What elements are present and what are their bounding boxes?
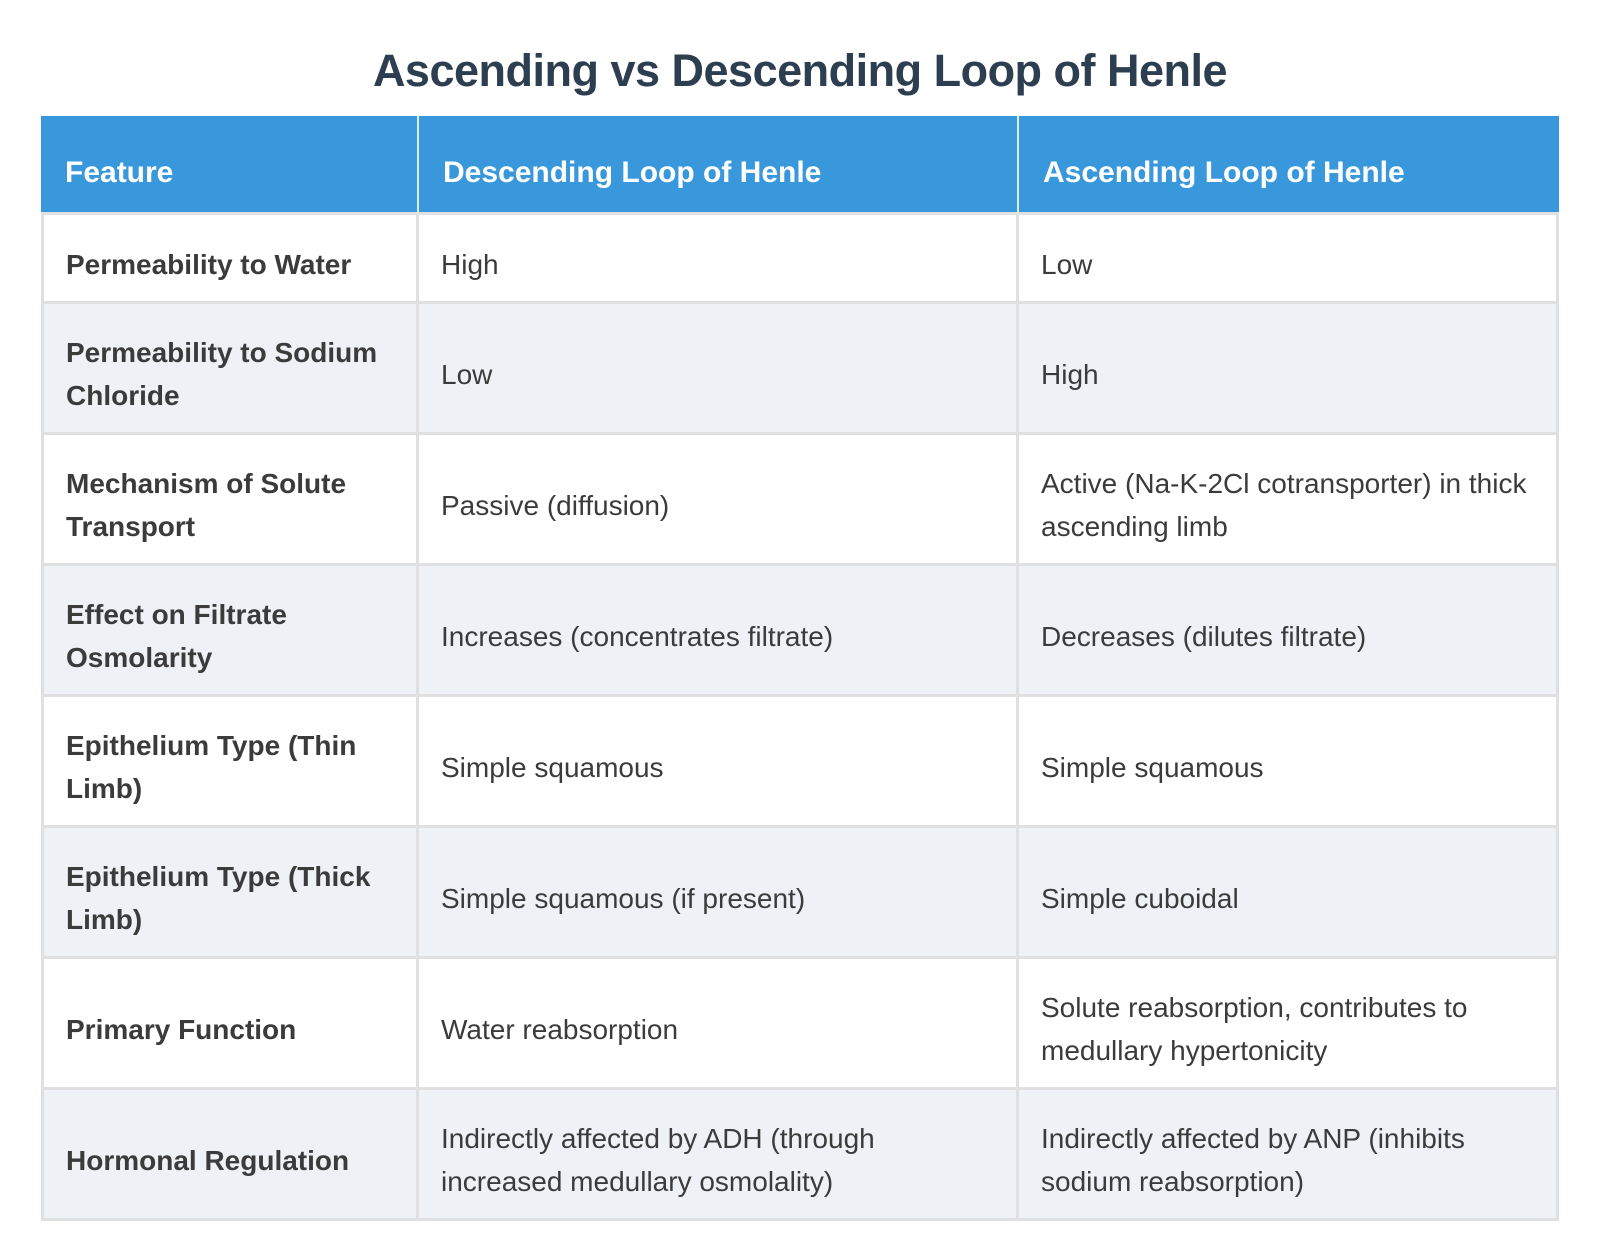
feature-cell: Effect on Filtrate Osmolarity bbox=[41, 566, 419, 697]
feature-cell: Permeability to Sodium Chloride bbox=[41, 304, 419, 435]
table-row: Epithelium Type (Thin Limb) Simple squam… bbox=[41, 697, 1559, 828]
feature-cell: Primary Function bbox=[41, 959, 419, 1090]
table-row: Effect on Filtrate Osmolarity Increases … bbox=[41, 566, 1559, 697]
descending-cell: Simple squamous (if present) bbox=[419, 828, 1019, 959]
descending-cell: Low bbox=[419, 304, 1019, 435]
descending-cell: Water reabsorption bbox=[419, 959, 1019, 1090]
table-row: Epithelium Type (Thick Limb) Simple squa… bbox=[41, 828, 1559, 959]
ascending-cell: High bbox=[1019, 304, 1559, 435]
column-header-ascending: Ascending Loop of Henle bbox=[1019, 116, 1559, 215]
feature-cell: Epithelium Type (Thick Limb) bbox=[41, 828, 419, 959]
descending-cell: Simple squamous bbox=[419, 697, 1019, 828]
descending-cell: Increases (concentrates filtrate) bbox=[419, 566, 1019, 697]
comparison-table: Feature Descending Loop of Henle Ascendi… bbox=[41, 116, 1559, 1221]
page-title: Ascending vs Descending Loop of Henle bbox=[372, 45, 1228, 96]
feature-cell: Mechanism of Solute Transport bbox=[41, 435, 419, 566]
ascending-cell: Low bbox=[1019, 215, 1559, 304]
table-row: Permeability to Water High Low bbox=[41, 215, 1559, 304]
ascending-cell: Solute reabsorption, contributes to medu… bbox=[1019, 959, 1559, 1090]
feature-cell: Epithelium Type (Thin Limb) bbox=[41, 697, 419, 828]
ascending-cell: Decreases (dilutes filtrate) bbox=[1019, 566, 1559, 697]
ascending-cell: Indirectly affected by ANP (inhibits sod… bbox=[1019, 1090, 1559, 1221]
header-row: Feature Descending Loop of Henle Ascendi… bbox=[41, 116, 1559, 215]
table-row: Primary Function Water reabsorption Solu… bbox=[41, 959, 1559, 1090]
table-row: Mechanism of Solute Transport Passive (d… bbox=[41, 435, 1559, 566]
descending-cell: High bbox=[419, 215, 1019, 304]
ascending-cell: Simple cuboidal bbox=[1019, 828, 1559, 959]
table-row: Permeability to Sodium Chloride Low High bbox=[41, 304, 1559, 435]
column-header-feature: Feature bbox=[41, 116, 419, 215]
feature-cell: Permeability to Water bbox=[41, 215, 419, 304]
descending-cell: Passive (diffusion) bbox=[419, 435, 1019, 566]
ascending-cell: Active (Na-K-2Cl cotransporter) in thick… bbox=[1019, 435, 1559, 566]
ascending-cell: Simple squamous bbox=[1019, 697, 1559, 828]
feature-cell: Hormonal Regulation bbox=[41, 1090, 419, 1221]
table-row: Hormonal Regulation Indirectly affected … bbox=[41, 1090, 1559, 1221]
column-header-descending: Descending Loop of Henle bbox=[419, 116, 1019, 215]
descending-cell: Indirectly affected by ADH (through incr… bbox=[419, 1090, 1019, 1221]
